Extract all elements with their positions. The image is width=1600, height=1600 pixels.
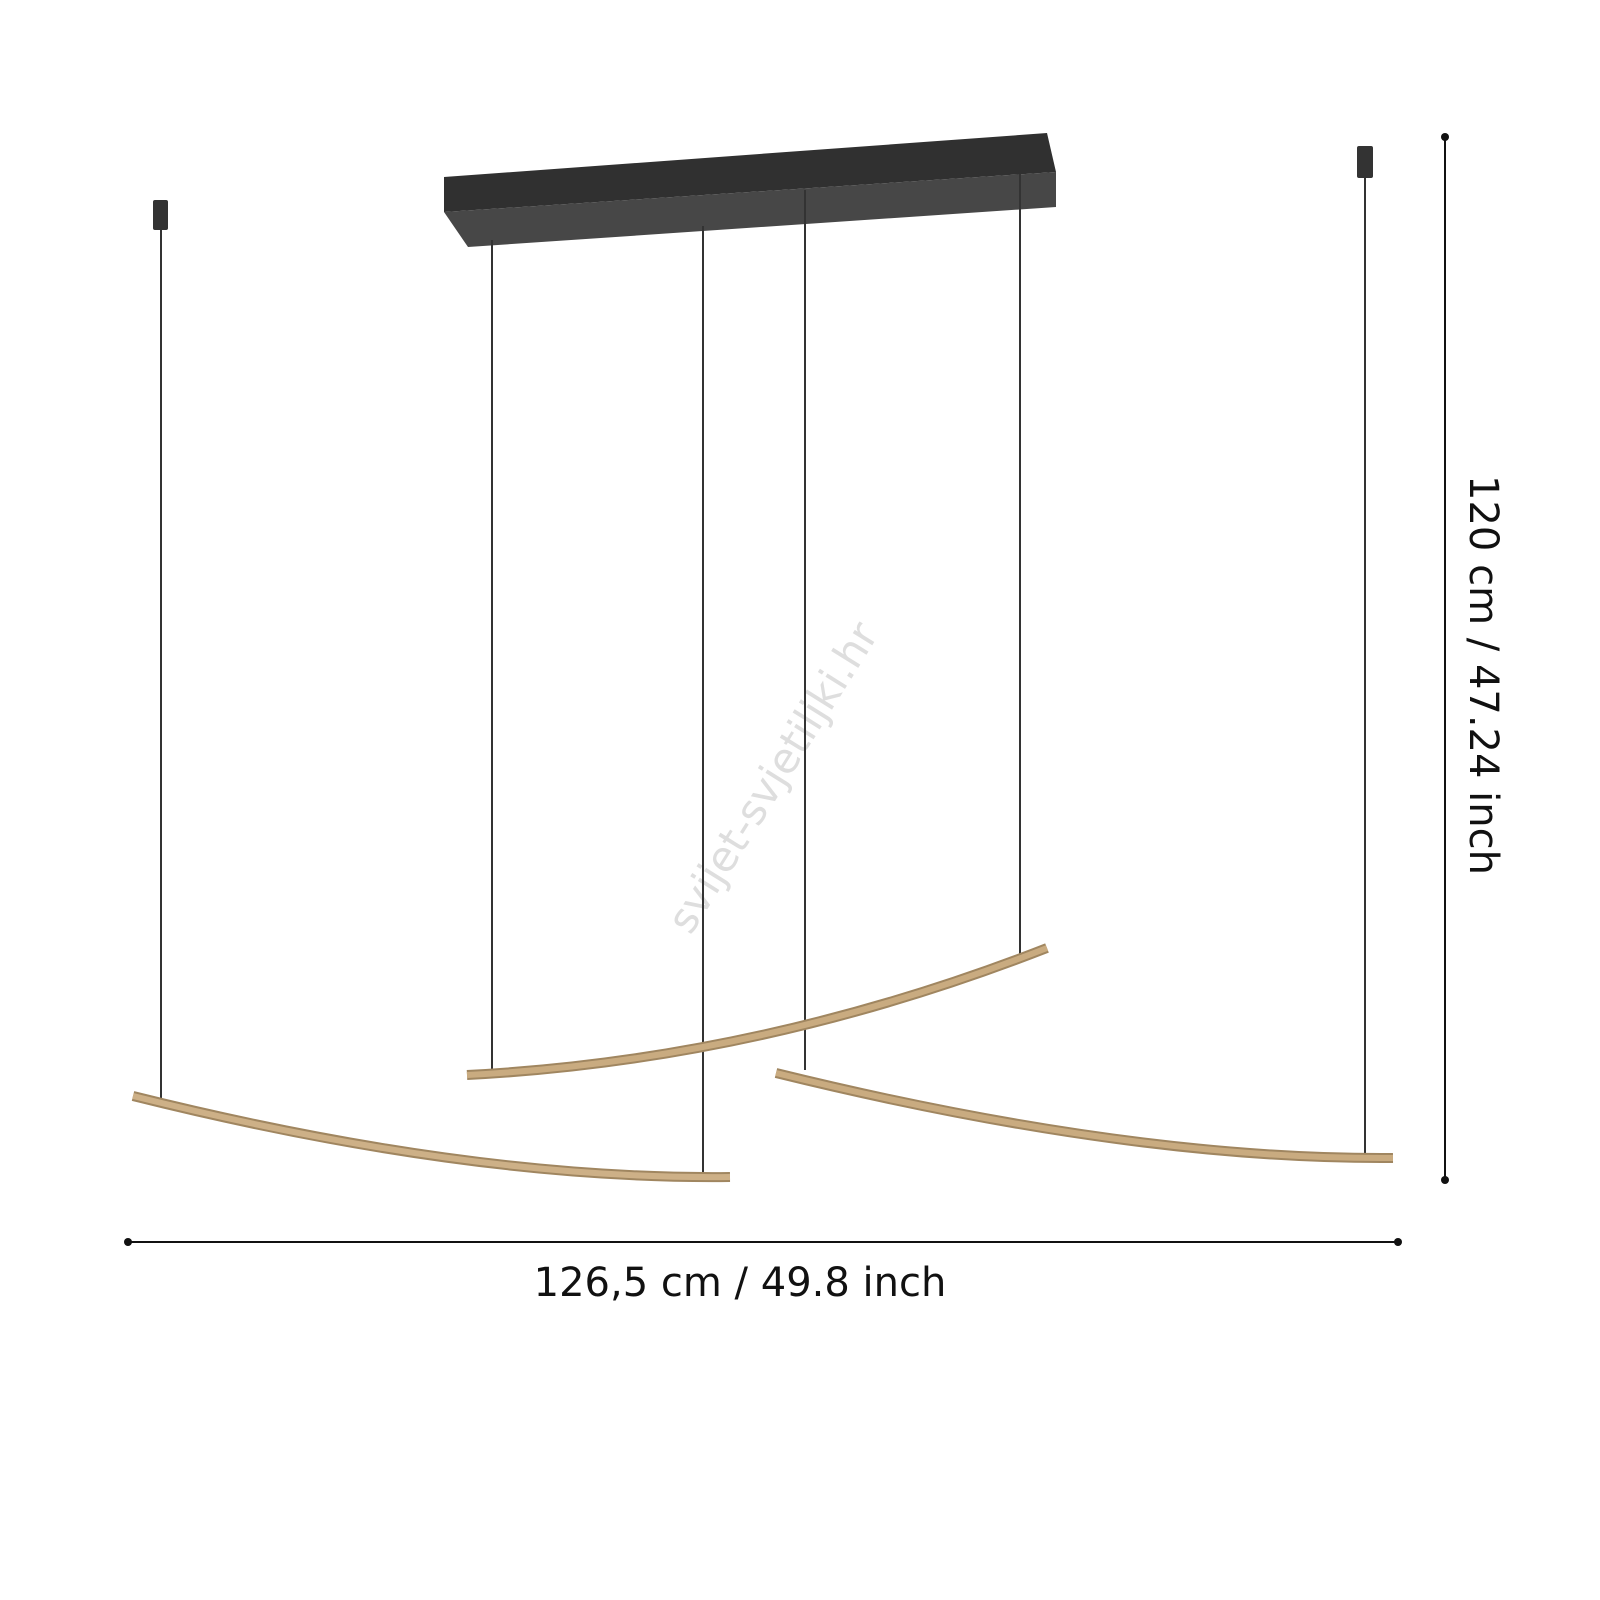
- light-bars: [131, 943, 1394, 1183]
- left-ceiling-cup: [153, 200, 168, 230]
- right-ceiling-cup: [1357, 146, 1373, 178]
- height-dimension: 120 cm / 47.24 inch: [1441, 133, 1506, 1184]
- light-bar-middle: [466, 943, 1049, 1080]
- suspension-wires: [160, 174, 1366, 1172]
- light-bar-right: [774, 1068, 1394, 1164]
- ceiling-canopy: [444, 133, 1056, 247]
- watermark: svijet-svjetiljki.hr: [657, 613, 888, 942]
- width-label: 126,5 cm / 49.8 inch: [534, 1260, 947, 1306]
- width-dimension: 126,5 cm / 49.8 inch: [124, 1238, 1402, 1306]
- light-bar-left: [131, 1091, 731, 1183]
- height-label: 120 cm / 47.24 inch: [1460, 475, 1506, 875]
